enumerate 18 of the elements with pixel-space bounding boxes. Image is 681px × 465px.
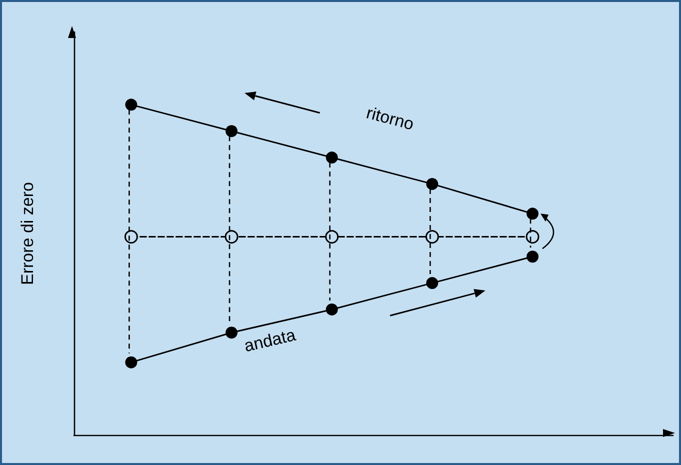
text: ritorno [364,104,416,136]
point [224,230,238,244]
y-axis-title: Errore di zero [18,182,37,285]
point [326,152,338,164]
point [326,303,338,316]
point [526,250,539,263]
point [226,326,238,339]
text: andata [242,326,298,357]
point [526,208,539,220]
point [426,178,438,190]
point [125,356,138,368]
point [124,230,138,244]
point [325,230,339,244]
point [226,125,238,138]
point [426,277,438,290]
point [125,98,138,111]
point [526,230,540,244]
point [425,230,439,244]
